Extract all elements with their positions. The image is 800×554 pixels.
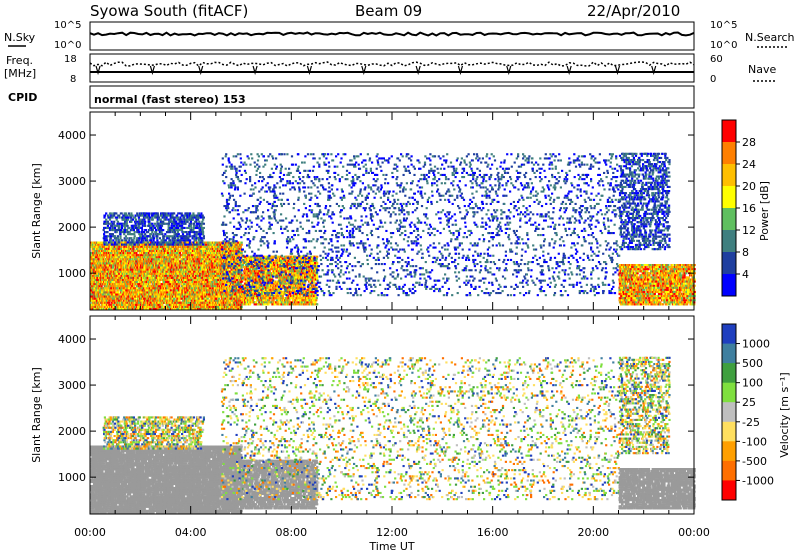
scatter-cell	[95, 256, 97, 258]
nsearch-tick-top: 10^5	[710, 20, 737, 31]
beam-title: Beam 09	[355, 2, 422, 20]
scatter-cell	[116, 256, 118, 258]
scatter-cell	[99, 256, 101, 258]
station-title: Syowa South (fitACF)	[90, 2, 248, 20]
scatter-cell	[117, 260, 119, 262]
scatter-cell	[114, 289, 116, 291]
scatter-cell	[92, 291, 94, 293]
scatter-cell	[103, 256, 105, 258]
scatter-cell	[114, 279, 116, 281]
nsky-panel: N.Sky 10^5 10^0 10^5 10^0 N.Search	[4, 20, 795, 51]
scatter-cell	[97, 291, 99, 293]
scatter-cell	[110, 269, 112, 271]
freq-label-1: Freq.	[6, 54, 33, 67]
nave-tick-top: 60	[710, 54, 723, 65]
freq-frame	[90, 54, 694, 82]
scatter-cell	[112, 281, 114, 283]
scatter-cell	[103, 293, 105, 295]
scatter-cell	[93, 289, 95, 291]
nsky-trace	[90, 33, 694, 36]
scatter-cell	[106, 271, 108, 273]
scatter-cell	[106, 248, 108, 250]
freq-label-2: [MHz]	[4, 67, 36, 80]
scatter-cell	[90, 277, 92, 279]
nsky-label: N.Sky	[4, 31, 36, 44]
freq-panel: Freq. [MHz] 18 8 60 0 Nave	[4, 54, 777, 85]
scatter-cell	[110, 254, 112, 256]
scatter-cell	[115, 293, 117, 295]
power-scatter-cells	[90, 153, 696, 310]
scatter-cell	[93, 248, 95, 250]
nsky-frame	[90, 22, 694, 50]
scatter-cell	[94, 298, 96, 300]
scatter-cell	[110, 252, 112, 254]
scatter-cell	[92, 264, 94, 266]
rti-figure: Syowa South (fitACF) Beam 09 22/Apr/2010…	[0, 0, 800, 554]
scatter-cell	[117, 291, 119, 293]
scatter-cell	[111, 285, 113, 287]
scatter-cell	[105, 246, 107, 248]
cpid-value: normal (fast stereo) 153	[94, 93, 246, 106]
scatter-cell	[93, 287, 95, 289]
scatter-cell	[101, 271, 103, 273]
nsearch-tick-bottom: 10^0	[710, 40, 737, 51]
nsky-tick-bottom: 10^0	[54, 40, 81, 51]
scatter-cell	[102, 306, 104, 308]
scatter-cell	[109, 250, 111, 252]
scatter-cell	[93, 300, 95, 302]
scatter-cell	[116, 273, 118, 275]
nave-tick-bottom: 0	[710, 74, 716, 85]
scatter-cell	[101, 285, 103, 287]
freq-tick-bottom: 8	[70, 74, 76, 85]
nsky-tick-top: 10^5	[54, 20, 81, 31]
scatter-cell	[96, 246, 98, 248]
scatter-cell	[112, 267, 114, 269]
freq-tick-top: 18	[64, 54, 77, 65]
nave-trace	[90, 62, 694, 66]
scatter-cell	[101, 248, 103, 250]
scatter-cell	[108, 246, 110, 248]
scatter-cell	[107, 267, 109, 269]
scatter-cell	[98, 304, 100, 306]
nave-label: Nave	[748, 63, 776, 76]
cpid-label: CPID	[8, 91, 37, 104]
nsearch-label: N.Search	[745, 31, 795, 44]
date-title: 22/Apr/2010	[587, 2, 680, 20]
scatter-cell	[113, 304, 115, 306]
scatter-cell	[109, 304, 111, 306]
scatter-cell	[113, 293, 115, 295]
scatter-cell	[117, 289, 119, 291]
scatter-cell	[107, 264, 109, 266]
scatter-cell	[108, 302, 110, 304]
